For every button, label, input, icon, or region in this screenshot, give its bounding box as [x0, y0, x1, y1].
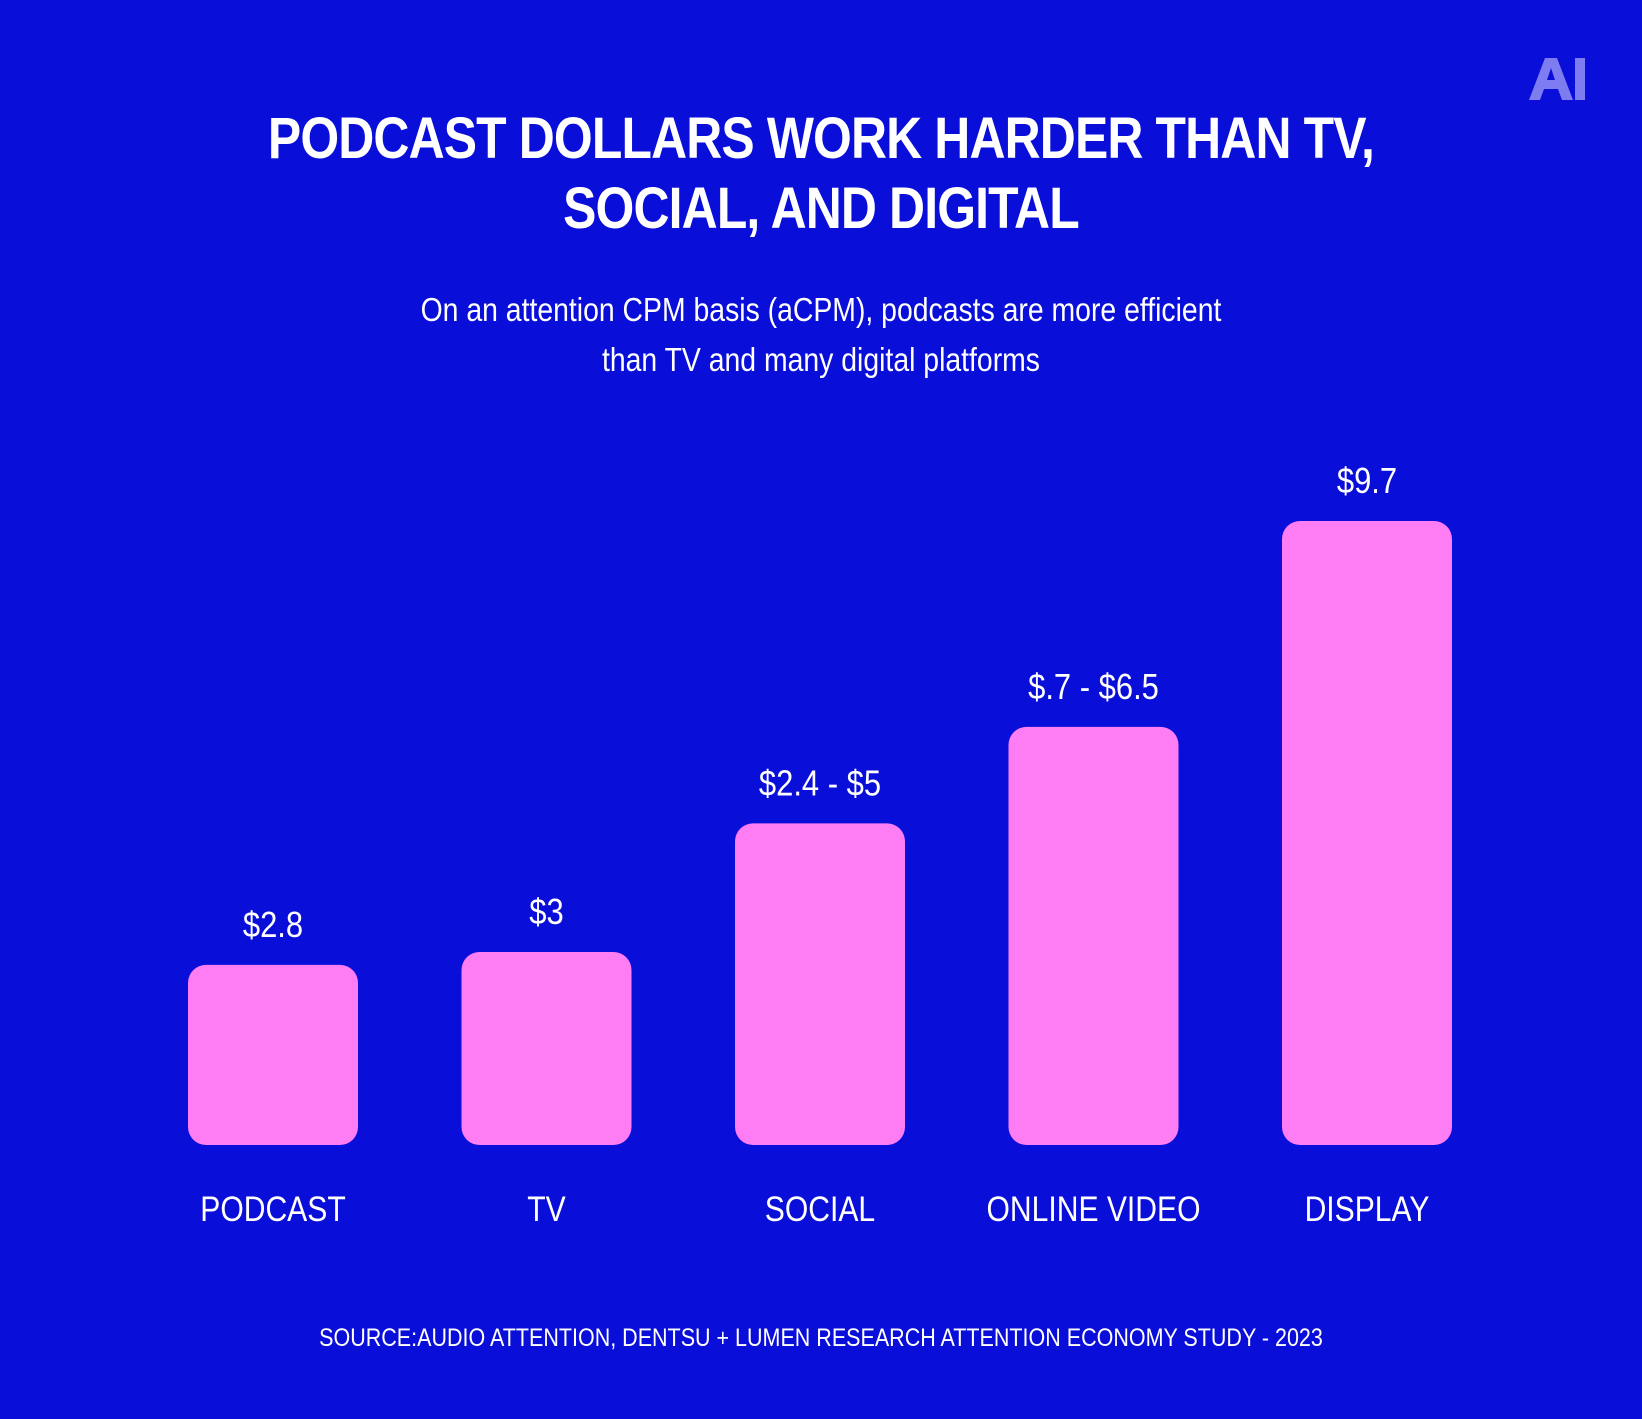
chart-title-line-2: SOCIAL, AND DIGITAL [563, 176, 1080, 241]
category-label: ONLINE VIDEO [987, 1189, 1201, 1229]
chart-title-line-1: PODCAST DOLLARS WORK HARDER THAN TV, [267, 106, 1375, 171]
category-label: TV [527, 1189, 566, 1229]
category-label: DISPLAY [1305, 1189, 1430, 1229]
category-label: SOCIAL [765, 1189, 875, 1229]
data-label: $3 [529, 893, 563, 933]
ai-logo-icon [1529, 58, 1585, 100]
source-note: SOURCE:AUDIO ATTENTION, DENTSU + LUMEN R… [319, 1324, 1323, 1352]
chart-title: PODCAST DOLLARS WORK HARDER THAN TV, SOC… [115, 104, 1527, 244]
bar-podcast [188, 964, 358, 1145]
data-label: $2.4 - $5 [759, 764, 881, 804]
data-label: $2.8 [243, 906, 303, 946]
chart-subtitle-line-1: On an attention CPM basis (aCPM), podcas… [420, 291, 1222, 328]
bar-online-video [1008, 726, 1179, 1145]
bar-social [735, 823, 905, 1145]
category-label: PODCAST [200, 1189, 345, 1229]
chart-subtitle-line-2: than TV and many digital platforms [601, 341, 1041, 378]
data-label: $9.7 [1337, 462, 1397, 502]
bar-tv [461, 952, 632, 1145]
data-label: $.7 - $6.5 [1028, 668, 1159, 708]
chart-subtitle: On an attention CPM basis (aCPM), podcas… [115, 285, 1527, 385]
bar-display [1282, 521, 1452, 1145]
